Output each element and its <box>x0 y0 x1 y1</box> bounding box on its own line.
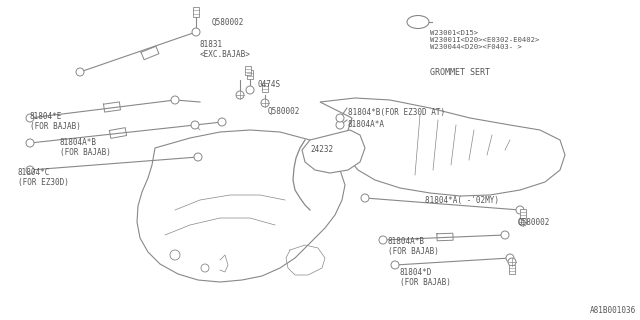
Circle shape <box>261 99 269 107</box>
Bar <box>245 66 251 75</box>
Circle shape <box>519 218 527 226</box>
Text: 0474S: 0474S <box>258 80 281 89</box>
Bar <box>520 209 526 218</box>
Text: 81831
<EXC.BAJAB>: 81831 <EXC.BAJAB> <box>200 40 251 60</box>
Circle shape <box>171 96 179 104</box>
Circle shape <box>191 121 199 129</box>
Polygon shape <box>137 130 345 282</box>
Circle shape <box>192 28 200 36</box>
Circle shape <box>361 194 369 202</box>
Bar <box>193 7 199 17</box>
Text: 81804A*B
(FOR BAJAB): 81804A*B (FOR BAJAB) <box>388 237 439 256</box>
Text: 81804A*B
(FOR BAJAB): 81804A*B (FOR BAJAB) <box>60 138 111 157</box>
Text: Q580002: Q580002 <box>268 107 300 116</box>
Text: W23001<D15>
W23001I<D20><E0302-E0402>
W230044<D20><F0403- >: W23001<D15> W23001I<D20><E0302-E0402> W2… <box>430 30 540 50</box>
Text: 81804*B(FOR EZ30D AT): 81804*B(FOR EZ30D AT) <box>348 108 445 117</box>
Text: 81804A*A: 81804A*A <box>348 120 385 129</box>
Text: GROMMET SERT: GROMMET SERT <box>430 68 490 77</box>
Text: 81804*A( -'02MY): 81804*A( -'02MY) <box>425 196 499 205</box>
Text: 24232: 24232 <box>310 145 333 154</box>
Polygon shape <box>302 130 365 173</box>
Circle shape <box>516 206 524 214</box>
Circle shape <box>246 86 254 94</box>
Circle shape <box>26 114 34 122</box>
Circle shape <box>236 91 244 99</box>
Text: A81B001036: A81B001036 <box>589 306 636 315</box>
Text: 81804*E
(FOR BAJAB): 81804*E (FOR BAJAB) <box>30 112 81 132</box>
Circle shape <box>336 121 344 129</box>
Circle shape <box>379 236 387 244</box>
Circle shape <box>391 261 399 269</box>
Text: 81804*C
(FOR EZ30D): 81804*C (FOR EZ30D) <box>18 168 69 188</box>
Bar <box>509 265 515 274</box>
Text: 81804*D
(FOR BAJAB): 81804*D (FOR BAJAB) <box>400 268 451 287</box>
Circle shape <box>218 118 226 126</box>
Bar <box>247 69 253 78</box>
Circle shape <box>508 258 516 266</box>
Circle shape <box>501 231 509 239</box>
Bar <box>262 83 268 92</box>
Circle shape <box>194 153 202 161</box>
Circle shape <box>76 68 84 76</box>
Circle shape <box>26 139 34 147</box>
Circle shape <box>336 114 344 122</box>
Circle shape <box>506 254 514 262</box>
Polygon shape <box>320 98 565 196</box>
Circle shape <box>26 166 34 174</box>
Text: Q580002: Q580002 <box>518 218 550 227</box>
Text: Q580002: Q580002 <box>212 18 244 27</box>
